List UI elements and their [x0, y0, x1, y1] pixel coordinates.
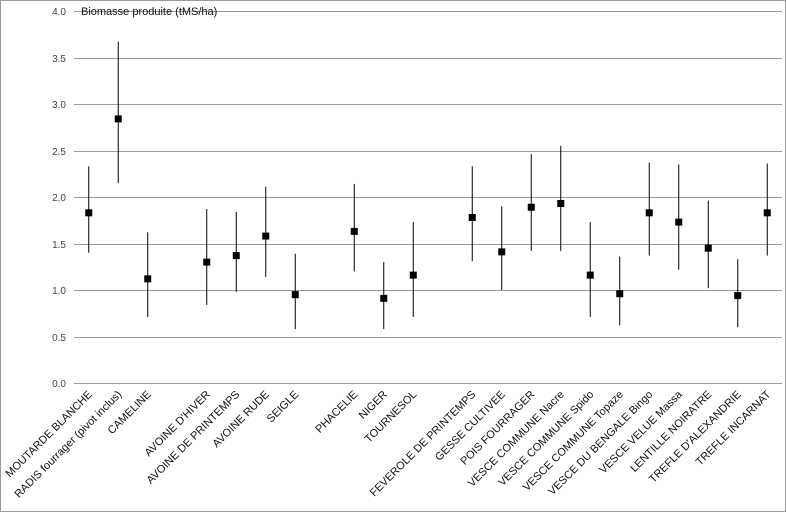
data-point	[85, 209, 93, 217]
x-tick-label: TOURNESOL	[363, 389, 420, 446]
x-tick-label: SEIGLE	[265, 389, 302, 426]
data-point	[291, 291, 299, 299]
y-tick-label: 1.5	[52, 240, 66, 251]
y-tick-label: 0.5	[52, 333, 66, 344]
data-point	[586, 271, 594, 279]
data-point	[734, 292, 742, 300]
data-point	[262, 232, 270, 240]
gridlines	[74, 11, 782, 384]
data-point	[527, 203, 535, 211]
x-tick-label: FEVEROLE DE PRINTEMPS	[368, 389, 478, 499]
data-point	[203, 258, 211, 266]
data-point	[675, 218, 683, 226]
y-tick-label: 2.0	[52, 193, 66, 204]
data-points	[85, 41, 771, 330]
data-point	[468, 213, 476, 221]
y-tick-label: 1.0	[52, 286, 66, 297]
y-tick-label: 2.5	[52, 147, 66, 158]
data-point	[616, 290, 624, 298]
data-point	[498, 248, 506, 256]
data-point	[380, 294, 388, 302]
y-tick-label: 0.0	[52, 379, 66, 390]
data-point	[763, 209, 771, 217]
data-point	[232, 252, 240, 260]
x-tick-label: PHACELIE	[313, 389, 360, 436]
y-tick-label: 4.0	[52, 7, 66, 18]
y-tick-labels: 0.0 0.5 1.0 1.5 2.0 2.5 3.0 3.5 4.0	[52, 7, 66, 390]
data-point	[409, 271, 417, 279]
data-point	[704, 244, 712, 252]
y-tick-label: 3.5	[52, 54, 66, 65]
data-point	[350, 227, 358, 235]
data-point	[557, 200, 565, 208]
data-point	[114, 115, 122, 123]
y-axis-label: Biomasse produite (tMS/ha)	[81, 6, 217, 18]
y-tick-label: 3.0	[52, 100, 66, 111]
data-point	[144, 275, 152, 283]
data-point	[645, 209, 653, 217]
